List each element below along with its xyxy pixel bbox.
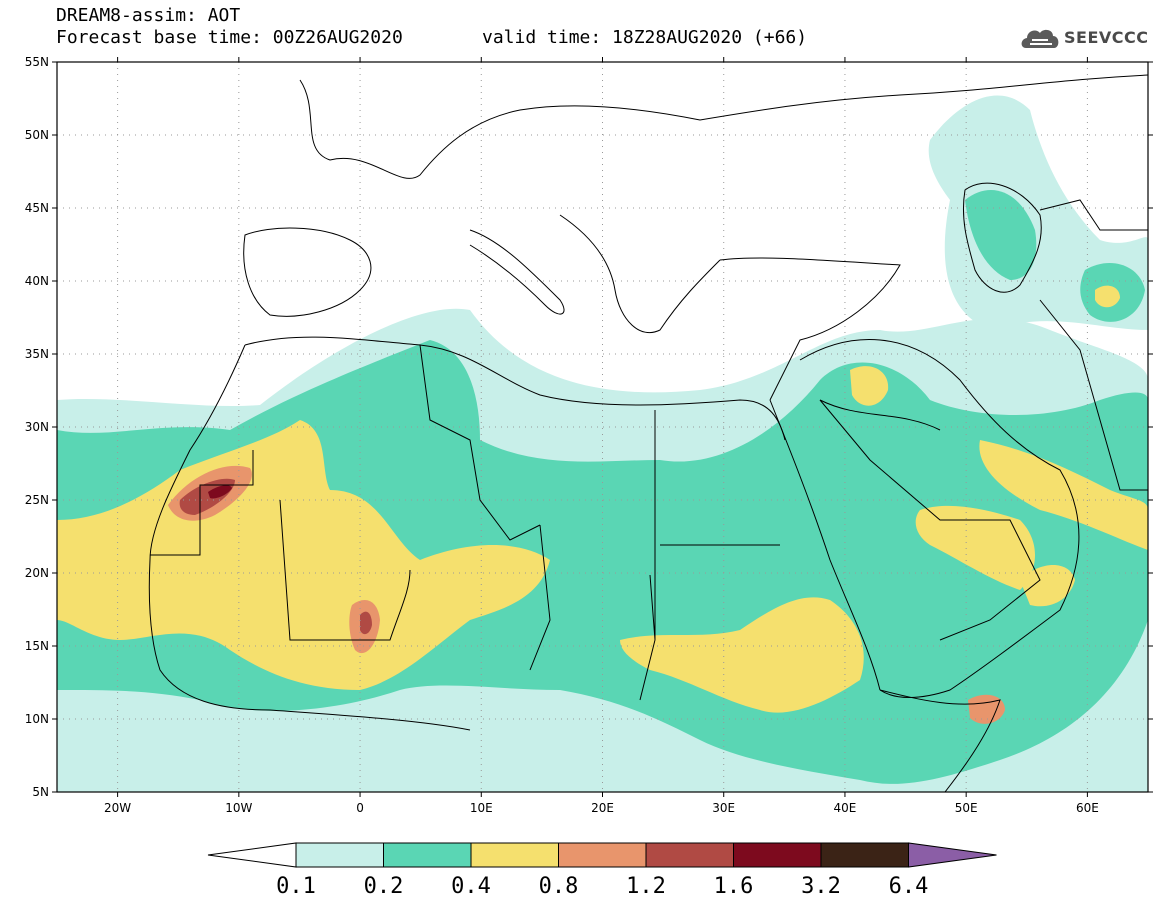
colorbar-box xyxy=(820,842,909,868)
colorbar-label: 0.1 xyxy=(276,874,316,899)
lon-label: 30E xyxy=(712,801,735,815)
lat-label: 15N xyxy=(25,639,49,653)
aot-band-0.4-gulf xyxy=(979,440,1148,550)
border-iraq-iran xyxy=(819,399,941,431)
coastline-iberia xyxy=(243,227,372,317)
lat-label: 20N xyxy=(25,566,49,580)
aot-band-0.4-oman xyxy=(1020,565,1075,607)
lon-label: 40E xyxy=(834,801,857,815)
border-algeria-libya xyxy=(419,344,541,541)
lat-label: 45N xyxy=(25,201,49,215)
colorbar-box xyxy=(295,842,384,868)
colorbar-label: 6.4 xyxy=(889,874,929,899)
border-mauritania-mali xyxy=(279,499,411,641)
seevccc-logo: SEEVCCC xyxy=(1018,22,1158,58)
coastline-west-africa xyxy=(148,344,471,731)
border-chad-sudan xyxy=(639,574,656,701)
lon-label: 20E xyxy=(591,801,614,815)
colorbar-label: 1.2 xyxy=(626,874,666,899)
coastline-italy xyxy=(469,229,565,315)
colorbar-label: 1.6 xyxy=(714,874,754,899)
aot-band-0.8-somalia xyxy=(968,694,1005,724)
lat-label: 55N xyxy=(25,55,49,69)
country-borders xyxy=(148,74,1148,792)
coastline-arabia xyxy=(799,339,1080,698)
forecast-base-time: Forecast base time: 00Z26AUG2020 xyxy=(56,27,403,48)
lon-label: 0 xyxy=(356,801,364,815)
coastline-horn xyxy=(879,689,1001,792)
colorbar-box xyxy=(645,842,734,868)
coastline-north-africa xyxy=(244,336,786,441)
aot-band-0.4-iraq xyxy=(850,366,889,406)
lon-label: 60E xyxy=(1076,801,1099,815)
coastline-turkey-levant xyxy=(719,257,901,401)
logo-text: SEEVCCC xyxy=(1064,28,1149,47)
lat-label: 10N xyxy=(25,712,49,726)
lat-label: 35N xyxy=(25,347,49,361)
coastline-caspian xyxy=(962,182,1042,293)
aot-band-0.2-caspian xyxy=(965,190,1037,280)
coastline-europe xyxy=(299,74,1148,179)
aot-band-1.6-sahara xyxy=(208,485,232,499)
colorbar-box xyxy=(733,842,822,868)
aot-band-0.4-central xyxy=(620,597,864,713)
lat-label: 30N xyxy=(25,420,49,434)
longitude-axis: 20W 10W 0 10E 20E 30E 40E 50E 60E xyxy=(104,57,1099,815)
colorbar-label: 0.4 xyxy=(451,874,491,899)
lon-label: 10E xyxy=(470,801,493,815)
lat-label: 40N xyxy=(25,274,49,288)
coastline-balkans-greece xyxy=(559,214,721,334)
border-sahara xyxy=(150,450,254,556)
colorbar-label: 0.8 xyxy=(539,874,579,899)
colorbar-high-arrow xyxy=(908,842,997,868)
lon-label: 20W xyxy=(104,801,131,815)
map-title: DREAM8-assim: AOT xyxy=(56,5,241,26)
border-niger-chad xyxy=(529,524,551,671)
lat-label: 50N xyxy=(25,128,49,142)
aot-band-0.4-arabia xyxy=(915,505,1035,590)
lat-label: 25N xyxy=(25,493,49,507)
colorbar-box xyxy=(558,842,647,868)
border-iran-east xyxy=(1039,299,1148,491)
valid-time: valid time: 18Z28AUG2020 (+66) xyxy=(482,27,808,48)
border-kazakh xyxy=(1039,199,1148,231)
cloud-icon xyxy=(1021,29,1059,48)
latitude-axis: 55N 50N 45N 40N 35N 30N 25N 20N 15N 10N 5N xyxy=(25,55,1153,799)
colorbar-box xyxy=(470,842,559,868)
border-saudi xyxy=(819,399,1041,641)
lat-label: 5N xyxy=(32,785,49,799)
colorbar: 0.1 0.2 0.4 0.8 1.2 1.6 3.2 6.4 xyxy=(207,842,997,899)
aot-band-0.4-west xyxy=(57,420,550,690)
coastline-red-sea xyxy=(769,399,881,691)
colorbar-box xyxy=(383,842,472,868)
lon-label: 50E xyxy=(955,801,978,815)
colorbar-label: 0.2 xyxy=(364,874,404,899)
aot-band-0.4-aral xyxy=(1095,285,1120,308)
colorbar-low-arrow xyxy=(207,842,297,868)
colorbar-label: 3.2 xyxy=(801,874,841,899)
aot-band-1.2-mali xyxy=(360,611,372,635)
lon-label: 10W xyxy=(225,801,252,815)
